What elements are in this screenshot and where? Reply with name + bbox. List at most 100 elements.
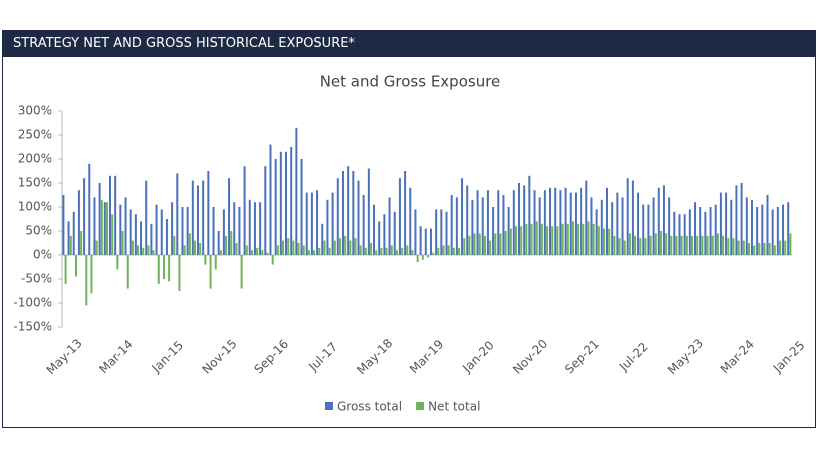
x-tick-label: Mar-24 [718, 337, 757, 376]
bar [683, 214, 686, 255]
bar [725, 192, 728, 255]
y-tick-label: 150% [18, 176, 52, 190]
y-tick-label: -100% [13, 296, 52, 310]
bar [468, 235, 471, 255]
bar [719, 192, 722, 255]
bar [716, 233, 719, 255]
bar [740, 183, 743, 255]
bar [274, 159, 277, 255]
bar [103, 202, 106, 255]
x-tick-label: Nov-20 [510, 337, 550, 377]
bar [398, 178, 401, 255]
bar [196, 185, 199, 255]
bar [93, 197, 96, 255]
bar [628, 233, 631, 255]
bar [685, 235, 688, 255]
bar [202, 180, 205, 255]
bar [209, 255, 212, 289]
x-tick-label: Jul-17 [305, 340, 340, 375]
bar [137, 245, 140, 255]
bar [525, 223, 528, 255]
x-tick-label: Jan-15 [149, 338, 187, 376]
bar [758, 243, 761, 255]
bar [756, 207, 759, 255]
bar [608, 228, 611, 255]
bar [471, 199, 474, 255]
bar [347, 166, 350, 255]
x-tick-label: Jul-22 [616, 340, 651, 375]
bar [561, 223, 564, 255]
bar [452, 247, 455, 255]
bar [766, 195, 769, 255]
bar [194, 240, 197, 255]
bar [69, 235, 72, 255]
x-tick-label: Jan-20 [459, 338, 497, 376]
bar [613, 235, 616, 255]
bar [574, 192, 577, 255]
bar [240, 255, 243, 289]
bar [364, 247, 367, 255]
bar [481, 197, 484, 255]
x-tick-label: Nov-15 [200, 337, 240, 377]
bar [489, 240, 492, 255]
bar [535, 221, 538, 255]
legend-label: Gross total [337, 400, 402, 414]
x-tick-label: May-18 [354, 336, 395, 377]
bar [747, 243, 750, 255]
bar [256, 247, 259, 255]
bar [512, 190, 515, 255]
bar [131, 240, 134, 255]
bar [611, 202, 614, 255]
bar [419, 226, 422, 255]
bar [678, 214, 681, 255]
bar [652, 197, 655, 255]
bar [411, 250, 414, 255]
bar [250, 250, 253, 255]
bar [776, 207, 779, 255]
bar [199, 243, 202, 255]
bar [406, 245, 409, 255]
bar [623, 240, 626, 255]
bar [248, 199, 251, 255]
bar [771, 209, 774, 255]
bar [336, 178, 339, 255]
bar [124, 197, 127, 255]
bar [344, 235, 347, 255]
bar [540, 223, 543, 255]
bar [564, 187, 567, 255]
bar [328, 247, 331, 255]
bar [639, 238, 642, 255]
bar [116, 255, 119, 270]
bar [323, 240, 326, 255]
bar [157, 255, 160, 284]
bar [688, 209, 691, 255]
x-tick-label: Mar-14 [96, 337, 135, 376]
bar [266, 252, 269, 255]
bar [504, 231, 507, 255]
bar [530, 223, 533, 255]
bar [450, 195, 453, 255]
bar [421, 255, 424, 260]
bar [466, 185, 469, 255]
bar [354, 238, 357, 255]
bar [543, 190, 546, 255]
bar [637, 192, 640, 255]
bar [745, 197, 748, 255]
bar [727, 238, 730, 255]
y-tick-label: 100% [18, 200, 52, 214]
bar [680, 235, 683, 255]
bar [742, 240, 745, 255]
bar [523, 185, 526, 255]
bar [359, 245, 362, 255]
bar [694, 202, 697, 255]
bar [606, 187, 609, 255]
bar [233, 202, 236, 255]
bar [520, 226, 523, 255]
bar [509, 228, 512, 255]
bar [276, 245, 279, 255]
bar [447, 245, 450, 255]
bar [88, 163, 91, 255]
bar [414, 209, 417, 255]
x-tick-label: May-13 [44, 336, 85, 377]
bar [80, 231, 83, 255]
